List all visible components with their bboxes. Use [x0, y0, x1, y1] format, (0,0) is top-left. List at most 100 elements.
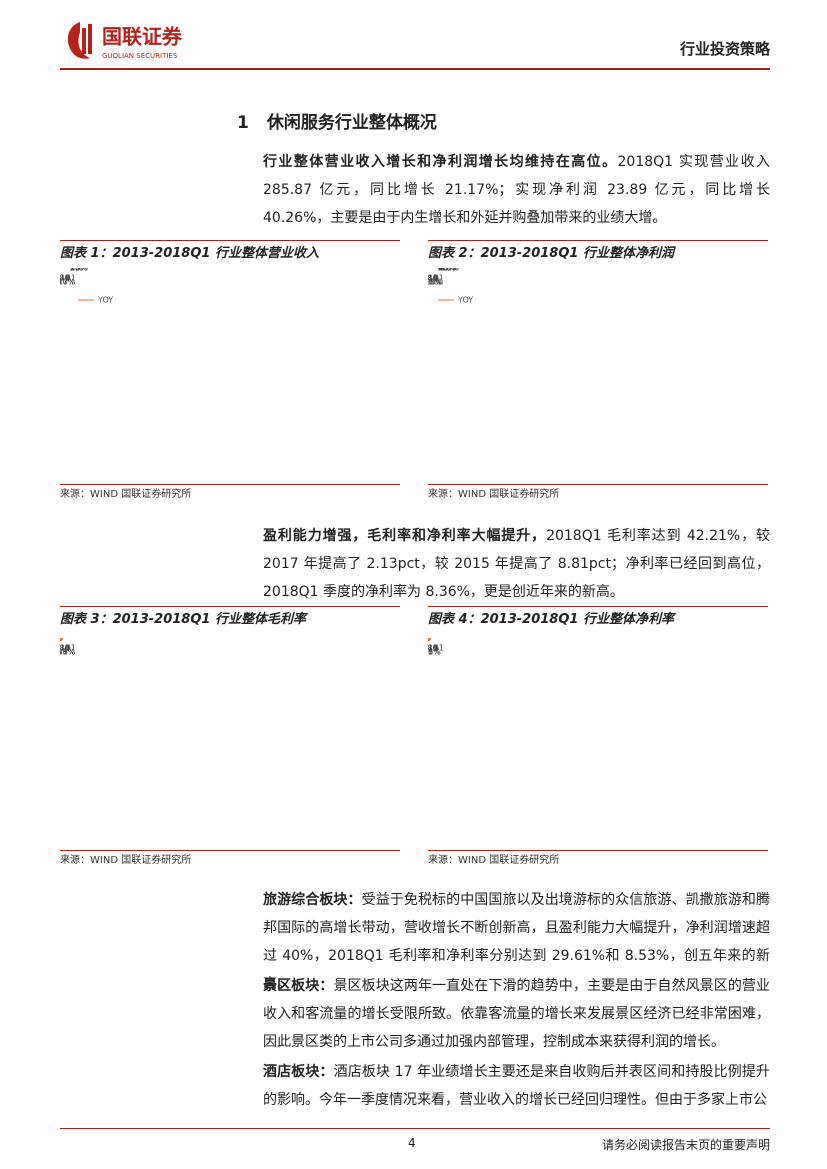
y2-tick-label: -10%: [438, 268, 459, 273]
legend-label: 营业总收（亿元）: [60, 295, 64, 305]
x-tick-label: 2014: [60, 644, 70, 653]
x-tick-label: 2016: [60, 644, 70, 653]
paragraph-lead: 旅游综合板块：: [263, 892, 362, 908]
chart: 0.0020.0040.0060.0080.00100.00120.00-20%…: [428, 268, 473, 305]
figure-source: 来源：WIND 国联证券研究所: [60, 484, 400, 505]
x-tick-label: 2017: [428, 274, 438, 283]
y2-tick-label: 15%: [70, 268, 88, 273]
paragraph-text: 2018Q1 实现营业收入 285.87 亿元，同比增长 21.17%；实现净利…: [263, 154, 771, 226]
paragraph-lead: 盈利能力增强，毛利率和净利率大幅提升，: [263, 528, 547, 544]
chart: 6.00%6.50%7.00%7.50%8.00%8.50%2013201420…: [428, 638, 444, 657]
y2-tick-label: 60%: [438, 268, 456, 273]
x-tick-label: 2014: [428, 274, 438, 283]
value-label: 12.40%: [60, 278, 76, 287]
value-label: 21.17%: [60, 278, 76, 287]
x-tick-label: 2018Q1: [428, 644, 444, 653]
x-tick-label: 2015: [60, 644, 70, 653]
paragraph-text: 受益于免税标的中国国旅以及出境游标的众信旅游、凯撒旅游和腾邦国际的高增长带动，营…: [263, 892, 771, 992]
logo-mark: [67, 22, 90, 59]
x-tick-label: 2013: [428, 644, 438, 653]
paragraph: 旅游综合板块：受益于免税标的中国国旅以及出境游标的众信旅游、凯撒旅游和腾邦国际的…: [263, 886, 770, 998]
x-tick-label: 2018Q1: [60, 644, 76, 653]
paragraph-lead: 景区板块：: [263, 978, 334, 994]
y2-tick-label: -20%: [438, 268, 459, 273]
x-tick-label: 2013: [60, 644, 70, 653]
y2-tick-label: 35%: [70, 268, 88, 273]
section-title: 休闲服务行业整体概况: [266, 113, 437, 133]
value-label: 40.46%: [60, 648, 76, 657]
y2-tick-label: 0%: [70, 268, 83, 273]
figure-source: 来源：WIND 国联证券研究所: [428, 484, 768, 505]
value-label: 40.26%: [428, 278, 444, 287]
value-label: 8.36%: [428, 648, 441, 657]
section-heading: 1 休闲服务行业整体概况: [237, 108, 437, 133]
x-tick-label: 2014: [428, 644, 438, 653]
legend-label: YOY: [97, 296, 113, 305]
y2-tick-label: 0%: [438, 268, 451, 273]
logo-mark: [88, 24, 92, 54]
value-label: 42.21%: [60, 648, 76, 657]
y2-tick-label: 10%: [438, 268, 456, 273]
y2-tick-label: 25%: [70, 268, 88, 273]
logo-mark: [82, 28, 86, 54]
paragraph: 景区板块：景区板块这两年一直处在下滑的趋势中，主要是由于自然风景区的营业收入和客…: [263, 972, 770, 1056]
x-tick-label: 2018Q1: [428, 274, 444, 283]
page-number: 4: [408, 1136, 416, 1150]
figure-source: 来源：WIND 国联证券研究所: [60, 850, 400, 871]
value-label: 20.77%: [60, 278, 76, 287]
paragraph-lead: 行业整体营业收入增长和净利润增长均维持在高位。: [263, 154, 618, 170]
figure-title: 图表 2：2013-2018Q1 行业整体净利润: [428, 240, 768, 265]
footer-notice: 请务必阅读报告末页的重要声明: [601, 1138, 770, 1152]
value-label: 6.45%: [428, 648, 441, 657]
x-tick-label: 2013: [428, 274, 438, 283]
logo-subtext: GUOLIAN SECURITIES: [102, 52, 178, 60]
figure-title: 图表 4：2013-2018Q1 行业整体净利率: [428, 606, 768, 631]
x-tick-label: 2015: [60, 274, 70, 283]
x-tick-label: 2013: [60, 274, 70, 283]
value-label: 32.38%: [60, 648, 76, 657]
y2-tick-label: 30%: [70, 268, 88, 273]
y2-tick-label: 5%: [70, 268, 83, 273]
x-tick-label: 2016: [428, 274, 438, 283]
logo: 国联证券 GUOLIAN SECURITIES: [67, 22, 183, 60]
x-tick-label: 2017: [428, 644, 438, 653]
x-tick-label: 2017: [60, 644, 70, 653]
point: [60, 638, 63, 641]
value-label: 7.11%: [428, 648, 441, 657]
point: [428, 638, 431, 641]
y2-tick-label: 50%: [438, 268, 456, 273]
y2-tick-label: 20%: [438, 268, 456, 273]
x-tick-label: 2017: [60, 274, 70, 283]
paragraph: 盈利能力增强，毛利率和净利率大幅提升，2018Q1 毛利率达到 42.21%，较…: [263, 522, 770, 606]
x-tick-label: 2014: [60, 274, 70, 283]
y2-tick-label: 10%: [70, 268, 88, 273]
footer-rule: [60, 1128, 770, 1129]
value-label: 6.86%: [428, 278, 441, 287]
paragraph-text: 酒店板块 17 年业绩增长主要还是来自收购后并表区间和持股比例提升的影响。今年一…: [263, 1064, 771, 1108]
x-tick-label: 2015: [428, 644, 438, 653]
logo-text: 国联证券: [102, 25, 183, 49]
chart: 0.00200.00400.00600.00800.001000.001200.…: [60, 268, 113, 305]
header-rule: [60, 68, 770, 70]
report-type: 行业投资策略: [679, 40, 770, 58]
chart: 30.00%32.00%34.00%36.00%38.00%40.00%42.0…: [60, 638, 76, 657]
value-label: -1.18%: [428, 278, 443, 287]
legend-label: YOY: [457, 296, 473, 305]
x-tick-label: 2016: [428, 644, 438, 653]
section-number: 1: [237, 113, 249, 133]
paragraph-lead: 酒店板块：: [263, 1064, 334, 1080]
paragraph: 酒店板块：酒店板块 17 年业绩增长主要还是来自收购后并表区间和持股比例提升的影…: [263, 1058, 770, 1114]
x-tick-label: 2018Q1: [60, 274, 76, 283]
figure-title: 图表 3：2013-2018Q1 行业整体毛利率: [60, 606, 400, 631]
figure-title: 图表 1：2013-2018Q1 行业整体营业收入: [60, 240, 400, 265]
y2-tick-label: 20%: [70, 268, 88, 273]
paragraph: 行业整体营业收入增长和净利润增长均维持在高位。2018Q1 实现营业收入 285…: [263, 148, 770, 232]
y2-tick-label: 40%: [438, 268, 456, 273]
y2-tick-label: 30%: [438, 268, 456, 273]
figure-source: 来源：WIND 国联证券研究所: [428, 850, 768, 871]
paragraph-text: 2018Q1 毛利率达到 42.21%，较 2017 年提高了 2.13pct，…: [263, 528, 771, 600]
x-tick-label: 2015: [428, 274, 438, 283]
x-tick-label: 2016: [60, 274, 70, 283]
paragraph-text: 景区板块这两年一直处在下滑的趋势中，主要是由于自然风景区的营业收入和客流量的增长…: [263, 978, 771, 1050]
